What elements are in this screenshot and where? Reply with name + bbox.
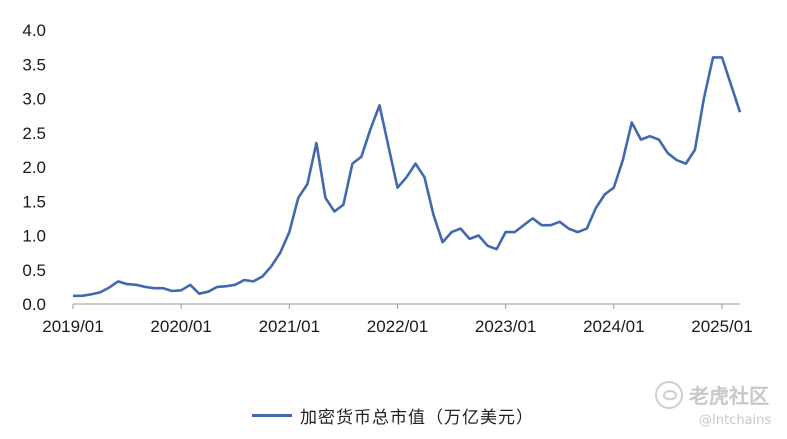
y-tick-label: 1.5: [22, 192, 46, 211]
y-tick-label: 3.0: [22, 90, 46, 109]
y-tick-label: 4.0: [22, 21, 46, 40]
y-tick-label: 3.5: [22, 55, 46, 74]
legend: 加密货币总市值（万亿美元）: [252, 403, 534, 428]
legend-swatch: [252, 414, 292, 417]
watermark-brand: 老虎社区: [689, 384, 769, 408]
watermark-logo: 老虎社区: [655, 380, 771, 409]
series-line-crypto-market-cap: [73, 56, 742, 298]
x-tick-label: 2023/01: [475, 317, 536, 336]
y-tick-label: 1.0: [22, 227, 46, 246]
y-axis-tick-labels: 0.0 0.5 1.0 1.5 2.0 2.5 3.0 3.5 4.0: [22, 21, 46, 314]
line-chart: 0.0 0.5 1.0 1.5 2.0 2.5 3.0 3.5 4.0 2019/01 2020/…: [22, 21, 753, 336]
x-tick-label: 2021/01: [259, 317, 320, 336]
x-tick-label: 2025/01: [691, 317, 752, 336]
tiger-logo-icon: [655, 380, 683, 409]
x-tick-label: 2024/01: [583, 317, 644, 336]
x-tick-label: 2020/01: [150, 317, 211, 336]
y-tick-label: 2.5: [22, 124, 46, 143]
x-tick-label: 2019/01: [42, 317, 103, 336]
legend-label: 加密货币总市值（万亿美元）: [300, 408, 534, 428]
y-tick-label: 0.5: [22, 261, 46, 280]
watermark-handle: @Intchains: [699, 413, 772, 428]
y-tick-label: 2.0: [22, 158, 46, 177]
watermark: 老虎社区 @Intchains: [655, 380, 771, 428]
y-tick-label: 0.0: [22, 295, 46, 314]
x-axis-ticks: 2019/01 2020/01 2021/01 2022/01 2023/01 2024/…: [42, 304, 753, 336]
x-tick-label: 2022/01: [367, 317, 428, 336]
